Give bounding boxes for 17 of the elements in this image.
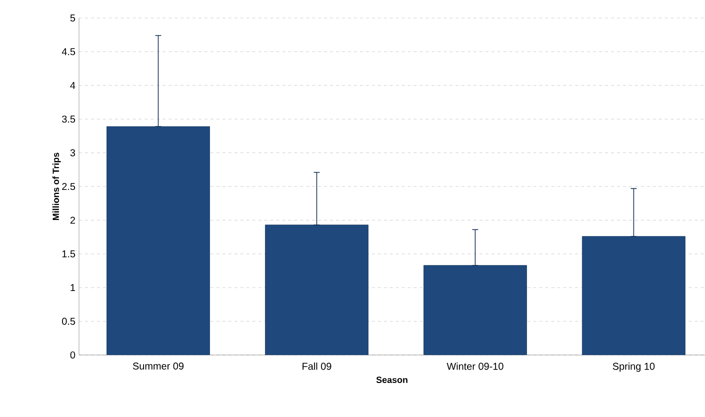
x-tick-label: Winter 09-10	[446, 362, 504, 370]
y-tick-label: 4.5	[62, 48, 76, 56]
y-tick-label: 3	[70, 149, 76, 156]
y-axis-title: Millions of Trips	[52, 152, 61, 220]
y-tick-label: 1.5	[62, 250, 76, 258]
y-tick-label: 2	[70, 216, 75, 224]
x-tick-label: Summer 09	[132, 362, 184, 370]
x-axis-title: Season	[376, 376, 408, 383]
x-tick-label: Fall 09	[302, 362, 332, 370]
x-tick-label: Spring 10	[612, 362, 655, 372]
y-tick-label: 4	[70, 82, 76, 89]
y-tick-label: 1	[70, 284, 76, 292]
y-tick-label: 0	[70, 351, 76, 359]
y-tick-label: 5	[70, 14, 76, 22]
y-tick-label: 2.5	[62, 182, 76, 190]
y-tick-label: 0.5	[62, 318, 76, 325]
y-tick-label: 3.5	[62, 116, 76, 123]
